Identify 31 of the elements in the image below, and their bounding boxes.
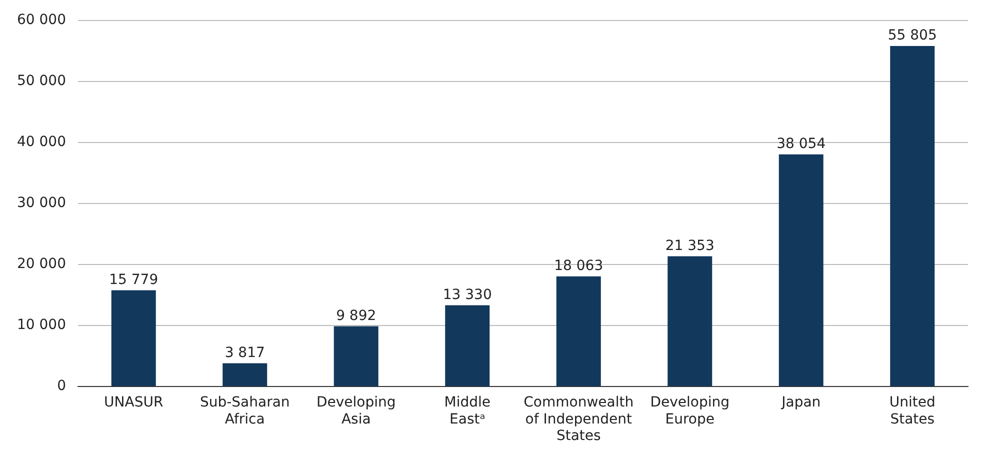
- data-label: 18 063: [554, 258, 604, 274]
- x-tick-label: United States: [889, 394, 936, 428]
- x-tick-label: UNASUR: [104, 394, 164, 411]
- bar: [445, 305, 490, 386]
- bar: [778, 154, 824, 386]
- y-tick-label: 40 000: [16, 134, 66, 150]
- bar: [334, 326, 378, 386]
- data-label: 13 330: [442, 286, 492, 303]
- y-tick-label: 30 000: [16, 195, 66, 212]
- x-tick-label: Sub-Saharan Africa: [200, 394, 290, 428]
- bar: [668, 256, 712, 386]
- x-tick-label: Developing Asia: [316, 394, 396, 428]
- bar: [111, 290, 156, 386]
- bar: [556, 276, 601, 386]
- y-tick-label: 10 000: [16, 317, 66, 334]
- x-tick-label: Commonwealth of Independent States: [524, 394, 634, 444]
- y-tick-label: 50 000: [16, 73, 66, 90]
- y-tick-label: 20 000: [16, 256, 66, 272]
- x-tick-label: Middle Eastᵃ: [444, 394, 490, 428]
- y-tick-label: 60 000: [16, 12, 66, 28]
- bar: [890, 46, 935, 386]
- x-tick-label: Developing Europe: [650, 394, 730, 428]
- data-label: 38 054: [776, 136, 826, 152]
- data-label: 15 779: [109, 272, 158, 288]
- bar: [222, 363, 268, 386]
- x-tick-label: Japan: [780, 394, 821, 411]
- data-label: 55 805: [888, 28, 937, 44]
- data-label: 9 892: [336, 308, 376, 324]
- data-label: 21 353: [665, 238, 714, 254]
- y-tick-label: 0: [57, 378, 66, 394]
- data-label: 3 817: [224, 344, 265, 361]
